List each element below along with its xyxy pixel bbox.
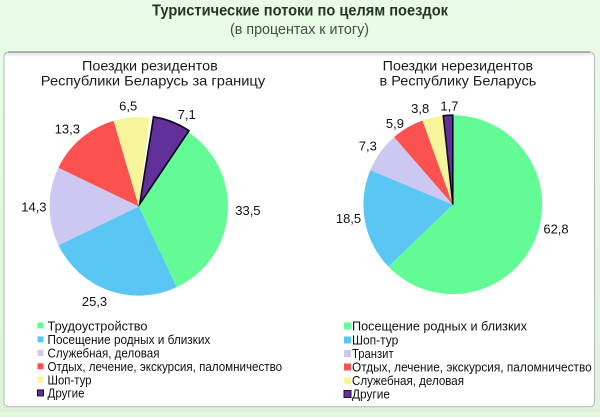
svg-text:Поездки нерезидентов: Поездки нерезидентов — [383, 58, 533, 74]
svg-text:18,5: 18,5 — [336, 211, 361, 226]
svg-text:Шоп-тур: Шоп-тур — [48, 373, 92, 387]
svg-text:Транзит: Транзит — [352, 347, 394, 361]
svg-text:13,3: 13,3 — [55, 122, 80, 137]
svg-text:Служебная, деловая: Служебная, деловая — [48, 347, 160, 361]
svg-text:25,3: 25,3 — [82, 294, 107, 309]
svg-text:7,1: 7,1 — [178, 107, 196, 122]
svg-text:в Республику Беларусь: в Республику Беларусь — [380, 73, 537, 89]
svg-text:Отдых, лечение, экскурсия, пал: Отдых, лечение, экскурсия, паломничество — [352, 360, 592, 374]
svg-text:(в процентах к итогу): (в процентах к итогу) — [230, 22, 369, 38]
svg-text:Отдых, лечение, экскурсия, пал: Отдых, лечение, экскурсия, паломничество — [48, 360, 283, 374]
svg-text:6,5: 6,5 — [119, 99, 137, 114]
svg-text:Посещение родных и близких: Посещение родных и близких — [352, 319, 528, 333]
svg-text:3,8: 3,8 — [411, 101, 429, 116]
svg-text:Шоп-тур: Шоп-тур — [352, 333, 398, 347]
svg-text:7,3: 7,3 — [359, 139, 377, 154]
svg-text:62,8: 62,8 — [543, 222, 568, 237]
svg-text:14,3: 14,3 — [21, 200, 46, 215]
svg-text:5,9: 5,9 — [386, 116, 404, 131]
svg-text:Туристические потоки по целям: Туристические потоки по целям поездок — [152, 3, 449, 20]
svg-text:1,7: 1,7 — [440, 98, 458, 113]
svg-text:Поездки резидентов: Поездки резидентов — [82, 58, 218, 74]
svg-text:Другие: Другие — [48, 387, 85, 401]
svg-text:Трудоустройство: Трудоустройство — [48, 319, 148, 333]
svg-text:33,5: 33,5 — [235, 203, 260, 218]
svg-text:Республики Беларусь за границу: Республики Беларусь за границу — [41, 73, 265, 89]
svg-text:Другие: Другие — [352, 387, 390, 401]
svg-text:Посещение родных и близких: Посещение родных и близких — [48, 333, 211, 347]
svg-text:Служебная, деловая: Служебная, деловая — [352, 374, 464, 388]
